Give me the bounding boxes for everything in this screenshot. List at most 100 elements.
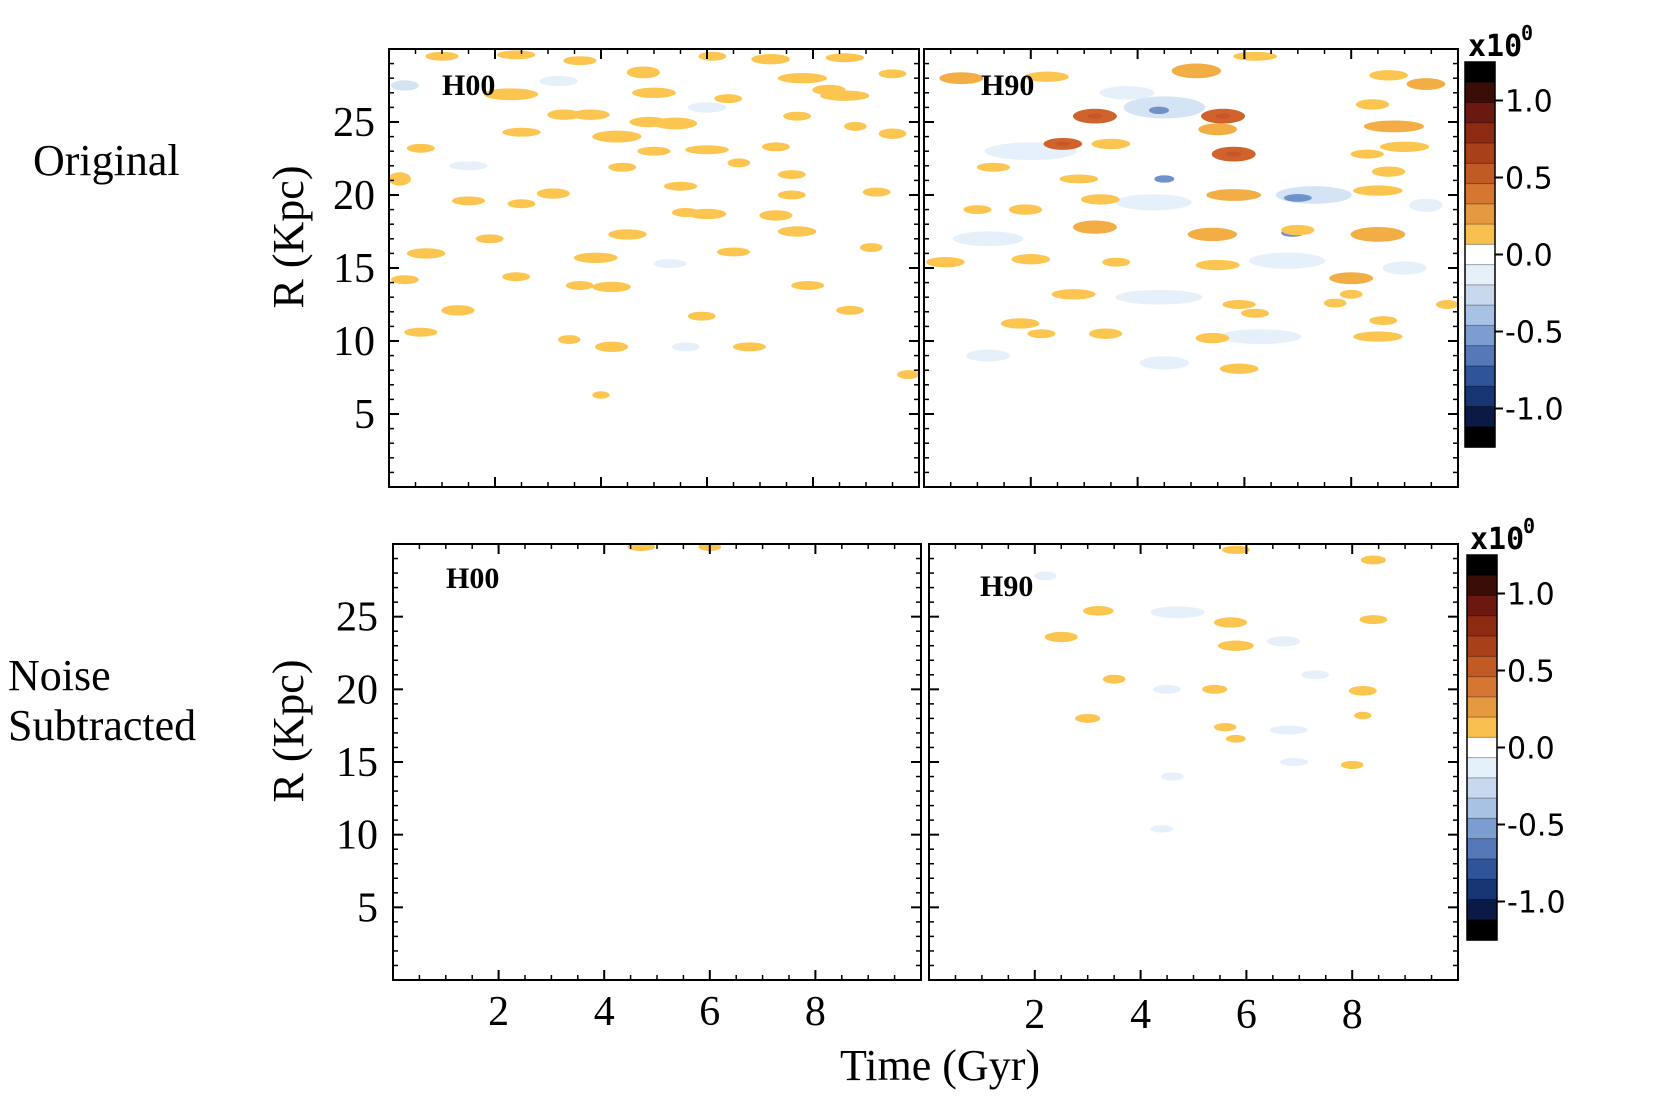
negative-contour [1115,289,1203,305]
positive-contour [751,54,790,65]
colorbar-swatch [1465,82,1495,104]
positive-contour [685,145,729,155]
positive-contour [557,335,581,345]
positive-contour [595,341,629,353]
positive-contour [1195,332,1230,344]
colorbar-swatch [1467,818,1497,840]
negative-contour [1115,194,1192,211]
positive-contour [571,109,610,120]
positive-contour [565,281,594,290]
positive-contour [425,51,459,61]
positive-contour [632,87,676,98]
panel-frame [388,48,920,488]
colorbar-swatch [1467,676,1497,698]
positive-contour [406,248,446,259]
panel-noise-subtracted-h90: H90 [928,543,1459,981]
positive-contour [1206,189,1262,201]
panel-label-h90: H90 [981,69,1034,102]
positive-contour [926,256,965,268]
y-tick-label: 10 [333,319,375,365]
negative-contour [1249,252,1326,269]
panel-label-h00: H00 [446,562,499,595]
negative-contour [1275,186,1352,204]
positive-contour [759,210,793,221]
colorbar-swatch [1467,575,1497,597]
y-tick-label: 15 [336,740,378,786]
colorbar-tick-label: -1.0 [1505,393,1564,428]
positive-contour [1350,149,1384,159]
positive-contour [963,205,992,215]
positive-contour [1222,300,1256,309]
positive-contour [1187,227,1238,242]
positive-contour [592,281,631,293]
negative-contour [1280,757,1308,767]
panel-label-h00: H00 [442,69,495,102]
y-tick-label: 25 [333,100,375,146]
colorbar-swatch [1465,426,1495,448]
x-tick-label: 8 [805,989,826,1035]
colorbar-swatch [1465,203,1495,225]
positive-contour [1217,640,1254,651]
row-label-noise: Noise [8,651,111,700]
y-tick-label: 20 [336,667,378,713]
positive-contour [1354,711,1372,720]
positive-contour [791,281,825,290]
positive-contour [1360,555,1386,565]
positive-contour [404,327,438,337]
positive-contour [1241,308,1270,318]
positive-contour [1435,300,1458,309]
colorbar-swatch [1465,386,1495,408]
positive-contour [1213,617,1248,628]
y-tick-label: 20 [333,173,375,219]
colorbar-swatch [1465,345,1495,367]
positive-contour [1359,615,1388,625]
positive-contour [1027,329,1056,339]
positive-contour [1213,723,1237,732]
positive-contour [777,170,806,180]
positive-contour [1369,70,1408,81]
positive-contour [441,305,475,316]
positive-contour [507,199,536,209]
positive-contour [1355,99,1390,110]
negative-contour [1283,194,1312,202]
colorbar-swatch [1467,595,1497,617]
y-tick-label: 25 [336,595,378,641]
positive-contour [1339,289,1363,299]
y-tick-label: 5 [357,885,378,931]
colorbar-swatch [1467,615,1497,637]
negative-contour [1148,106,1169,115]
colorbar-swatch [1465,305,1495,327]
colorbar-exponent-power: 0 [1523,514,1535,538]
positive-contour [653,117,698,130]
positive-contour [608,229,647,240]
y-axis-label-bottom: R (Kpc) [264,660,313,803]
panel-frame [392,543,922,981]
y-tick-label: 5 [354,392,375,438]
colorbar-swatch [1465,244,1495,266]
positive-contour [502,272,531,282]
negative-contour [1139,356,1189,370]
positive-contour [777,190,806,200]
colorbar-swatch [1467,696,1497,718]
y-tick-labels-top: 5 10 15 20 25 [333,100,375,438]
colorbar-tick-label: 0.5 [1505,162,1553,197]
negative-contour [1099,86,1155,100]
negative-contour [1154,175,1175,183]
positive-contour [608,162,637,172]
colorbar-swatch [1467,777,1497,799]
positive-contour [1083,606,1114,616]
positive-contour [1225,734,1246,743]
colorbar-swatch [1467,899,1497,921]
positive-contour [1353,331,1403,342]
positive-contour [592,391,610,399]
positive-contour [860,243,883,253]
colorbar-swatch [1467,656,1497,678]
negative-contour [1153,684,1181,694]
negative-contour [687,102,727,113]
colorbar-swatch [1465,183,1495,205]
positive-contour [1075,713,1101,723]
x-tick-label: 2 [1024,992,1045,1038]
peak-contour [1226,151,1242,157]
positive-contour [1000,318,1040,329]
